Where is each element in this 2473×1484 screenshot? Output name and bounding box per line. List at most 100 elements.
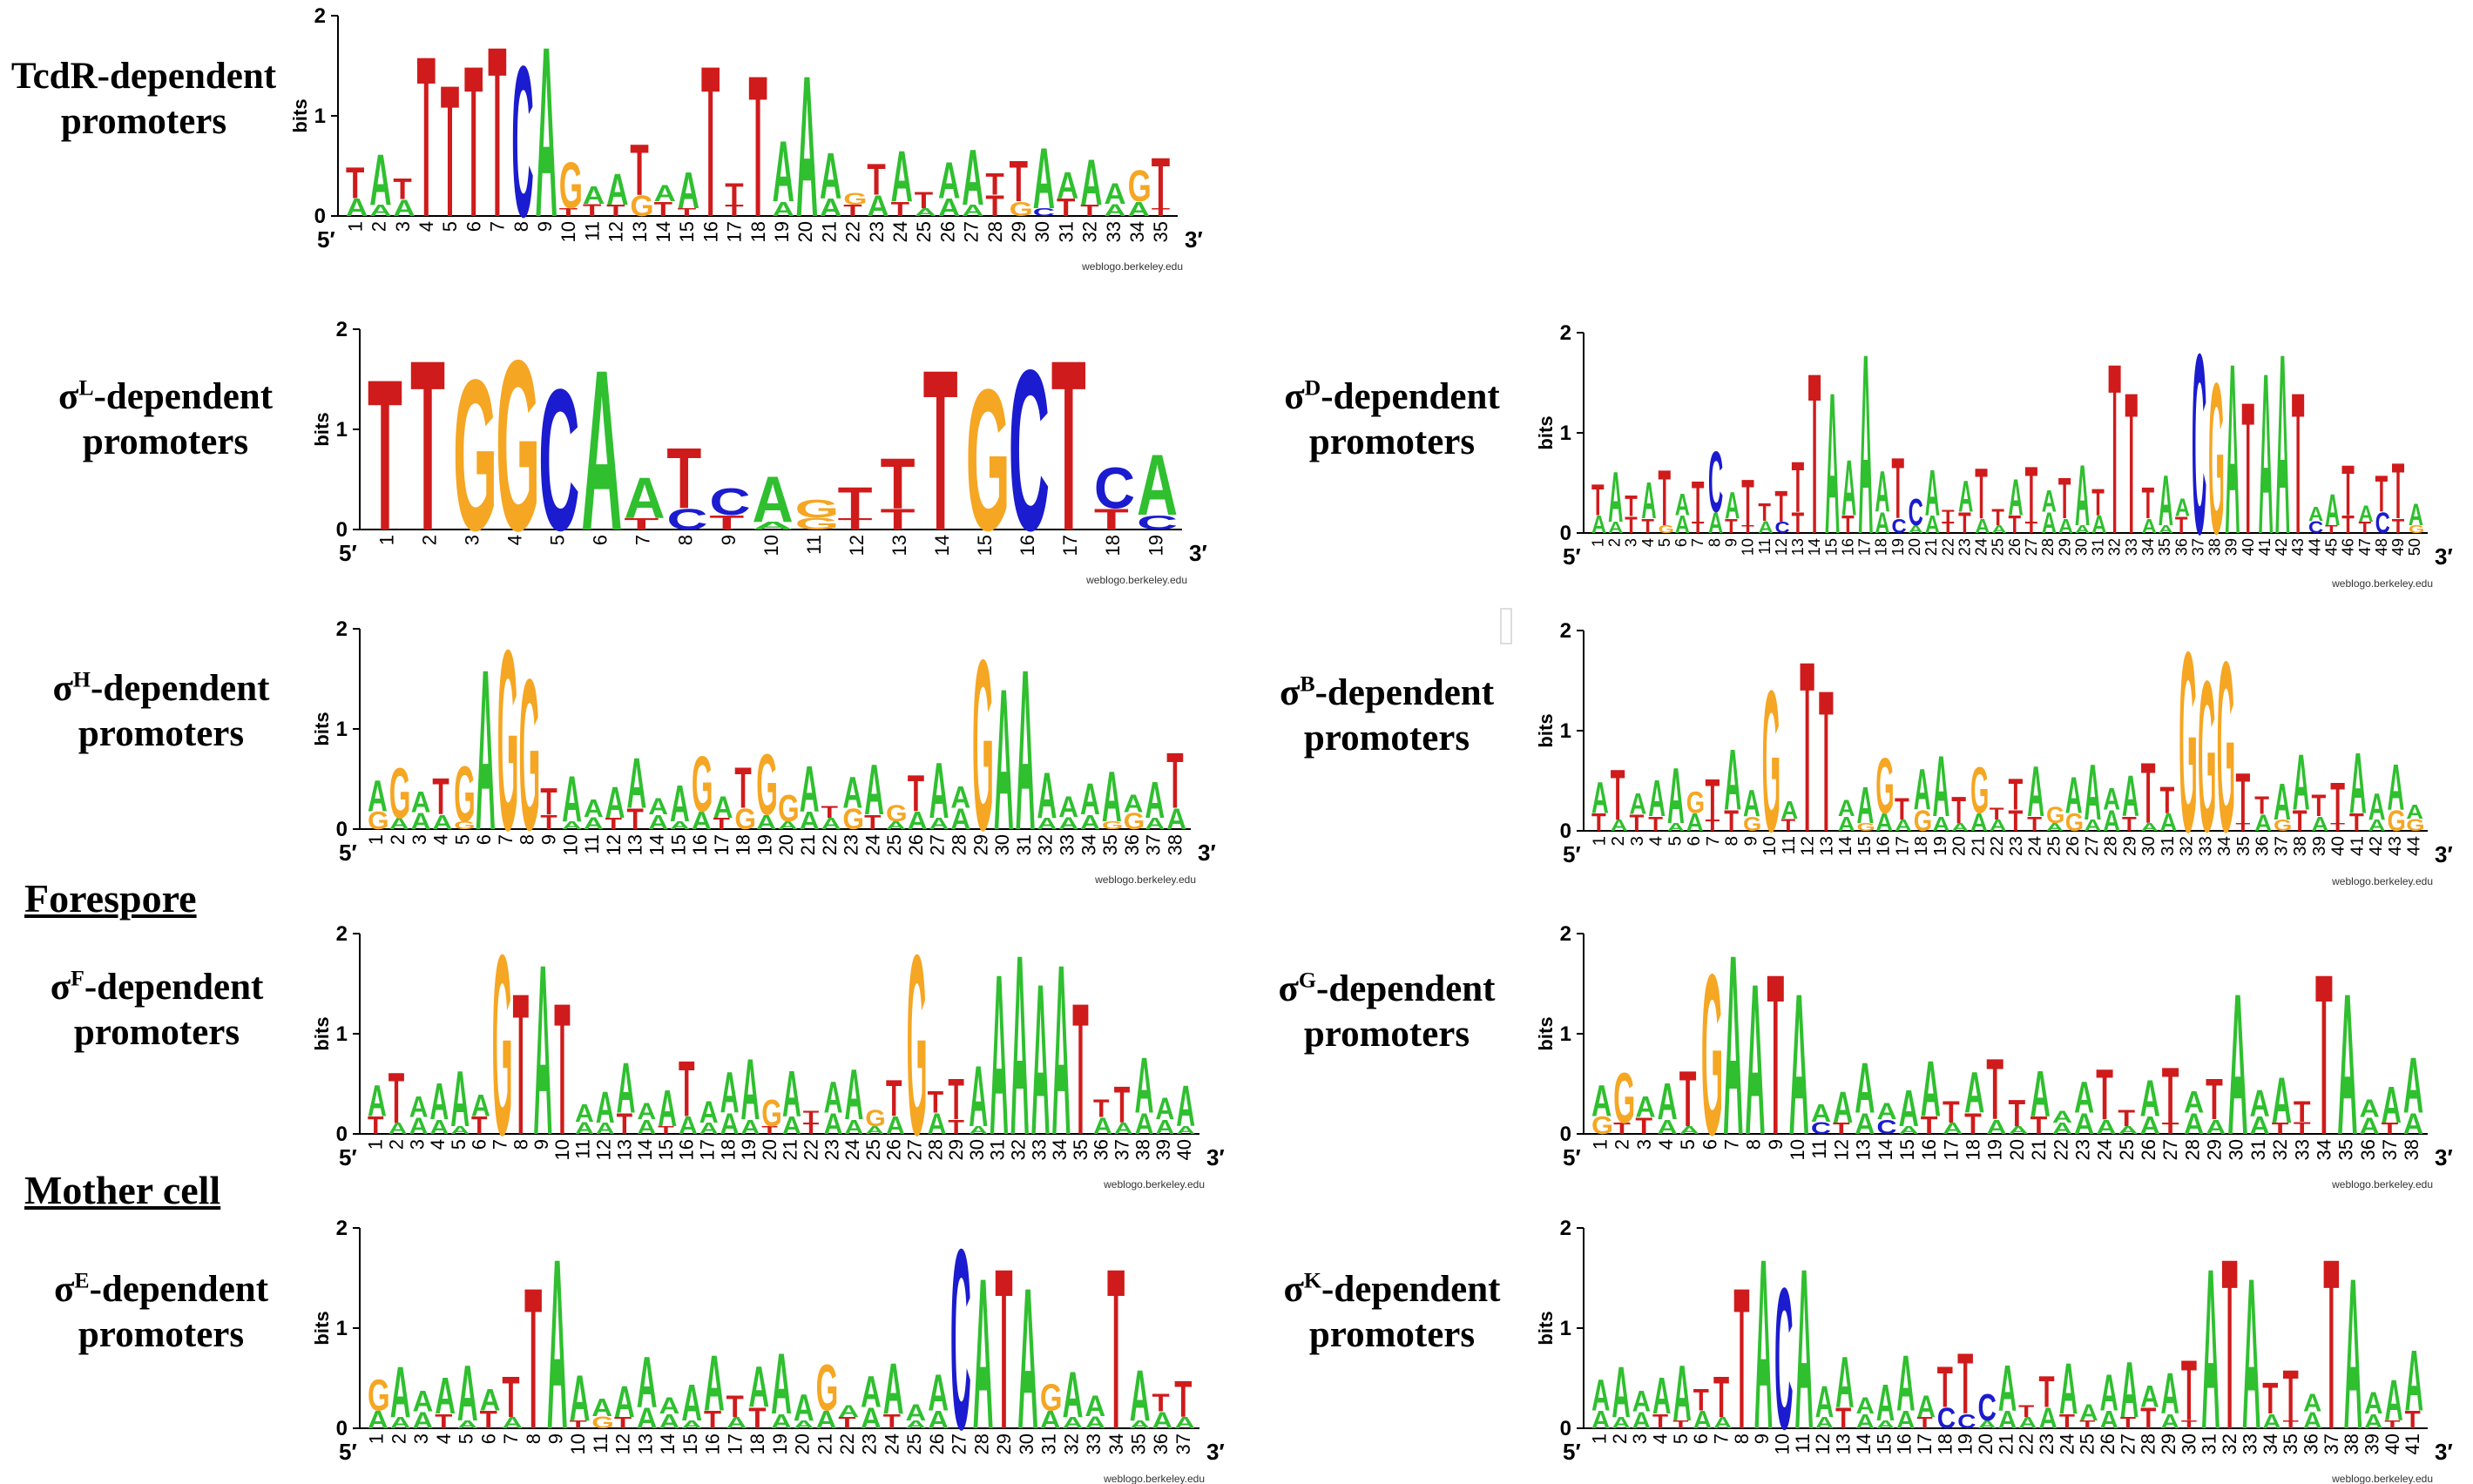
position-label: 17	[1940, 1139, 1962, 1160]
label-sigK-line1: -dependent	[1321, 1269, 1501, 1310]
position-label: 39	[1152, 1139, 1174, 1160]
logo-letter: G	[1743, 813, 1761, 836]
position-label: 34	[1078, 834, 1099, 855]
position-label: 2	[386, 1139, 408, 1150]
position-label: 4	[416, 221, 437, 232]
logo-letter: T	[883, 1411, 902, 1433]
position-label: 1	[1589, 538, 1606, 547]
logo-letter: T	[1895, 792, 1909, 826]
logo-letter: G	[368, 1371, 390, 1420]
logo-letter: G	[2198, 637, 2216, 877]
logo-letter: A	[794, 1387, 814, 1429]
logo-letter: T	[1630, 809, 1645, 836]
logo-letter: G	[1686, 785, 1705, 820]
logo-letter: G	[1970, 754, 1989, 827]
position-label: 7	[490, 1139, 511, 1150]
position-label: 31	[2090, 538, 2107, 556]
weblogo-credit: weblogo.berkeley.edu	[2331, 875, 2433, 887]
section-mother-cell: Mother cell	[24, 1168, 221, 1212]
position-label: 5	[1665, 836, 1685, 847]
logo-letter: A	[800, 807, 820, 834]
logo-letter: T	[2059, 1410, 2076, 1433]
logo-letter: T	[1958, 507, 1971, 540]
logo-letter: A	[409, 1090, 429, 1123]
logo-letter: T	[2030, 1112, 2048, 1140]
logo-letter: A	[648, 811, 668, 833]
logo-letter: T	[1080, 202, 1098, 219]
position-label: 16	[1874, 836, 1894, 856]
logo-letter: T	[2181, 1344, 2197, 1440]
logo-letter: A	[1855, 1393, 1874, 1420]
logo-letter: G	[497, 597, 519, 884]
three-prime-label: 3′	[2435, 543, 2453, 570]
logo-letter: T	[2384, 1418, 2400, 1431]
logo-letter: T	[1093, 1095, 1109, 1123]
logo-letter: G	[966, 348, 1010, 574]
logo-letter: T	[2315, 926, 2333, 1183]
logo-letter: A	[389, 816, 409, 833]
logo-letter: T	[393, 173, 411, 206]
logo-letter: T	[2122, 813, 2137, 836]
position-label: 9	[1751, 1433, 1773, 1444]
logo-letter: A	[1875, 808, 1893, 836]
position-label: 30	[1031, 221, 1053, 242]
logo-letter: A	[782, 1057, 801, 1130]
position-label: 10	[1740, 538, 1757, 556]
position-label: 16	[1918, 1139, 1940, 1160]
logo-letter: A	[1876, 1418, 1895, 1431]
logo-letter: A	[1896, 1406, 1915, 1434]
position-label: 1	[375, 535, 397, 545]
position-label: 29	[970, 834, 991, 855]
y-tick-label: 1	[336, 1022, 348, 1046]
logo-letter: A	[1933, 739, 1950, 835]
logo-letter: A	[821, 816, 841, 833]
logo-letter: T	[1792, 507, 1805, 540]
logo-letter: A	[2337, 952, 2357, 1177]
logo-letter: T	[1679, 1055, 1697, 1143]
logo-letter: G	[842, 802, 864, 835]
y-tick-label: 1	[336, 418, 348, 442]
position-label: 9	[1740, 836, 1760, 847]
weblogo-credit: weblogo.berkeley.edu	[2331, 1473, 2433, 1484]
logo-letter: T	[1706, 767, 1720, 833]
logo-letter: C	[1708, 435, 1723, 530]
logo-letter: A	[1713, 1415, 1733, 1433]
logo-letter: T	[1725, 516, 1738, 538]
position-label: 5	[451, 834, 473, 845]
position-label: 23	[2006, 836, 2026, 856]
logo-letter: T	[1916, 1415, 1932, 1433]
logo-letter: A	[624, 466, 665, 531]
position-label: 22	[842, 221, 864, 242]
logo-letter: T	[2262, 1373, 2278, 1423]
logo-letter: A	[547, 1210, 568, 1481]
logo-letter: A	[1608, 520, 1623, 537]
y-tick-label: 2	[314, 4, 326, 28]
logo-letter: T	[1706, 817, 1720, 834]
position-label: 36	[1091, 1139, 1112, 1160]
logo-letter: A	[659, 1393, 679, 1420]
logo-letter: A	[2293, 739, 2310, 827]
logo-letter: A	[2075, 449, 2090, 544]
logo-letter: A	[2368, 817, 2386, 834]
position-label: 24	[889, 221, 911, 242]
logo-letter: T	[2330, 821, 2345, 833]
logo-letter: C	[1774, 1246, 1793, 1471]
position-label: 16	[689, 834, 711, 855]
logo-letter: A	[844, 1116, 863, 1138]
position-label: 10	[551, 1139, 573, 1160]
logo-letter: T	[2181, 1418, 2197, 1431]
logo-letter: A	[950, 802, 970, 835]
logo-letter: A	[969, 1049, 988, 1145]
logo-letter: T	[2254, 792, 2269, 820]
logo-letter: A	[409, 1113, 429, 1139]
logo-letter: A	[1104, 200, 1125, 219]
position-label: 13	[613, 1139, 635, 1160]
position-label: 37	[1172, 1433, 1194, 1454]
position-label: 12	[1773, 538, 1790, 556]
logo-letter: A	[1648, 769, 1666, 827]
position-label: 28	[2039, 538, 2057, 556]
logo-letter: A	[1781, 797, 1799, 825]
position-label: 2	[418, 535, 440, 545]
position-label: 1	[366, 1433, 388, 1444]
logo-letter: A	[1998, 1406, 2017, 1434]
